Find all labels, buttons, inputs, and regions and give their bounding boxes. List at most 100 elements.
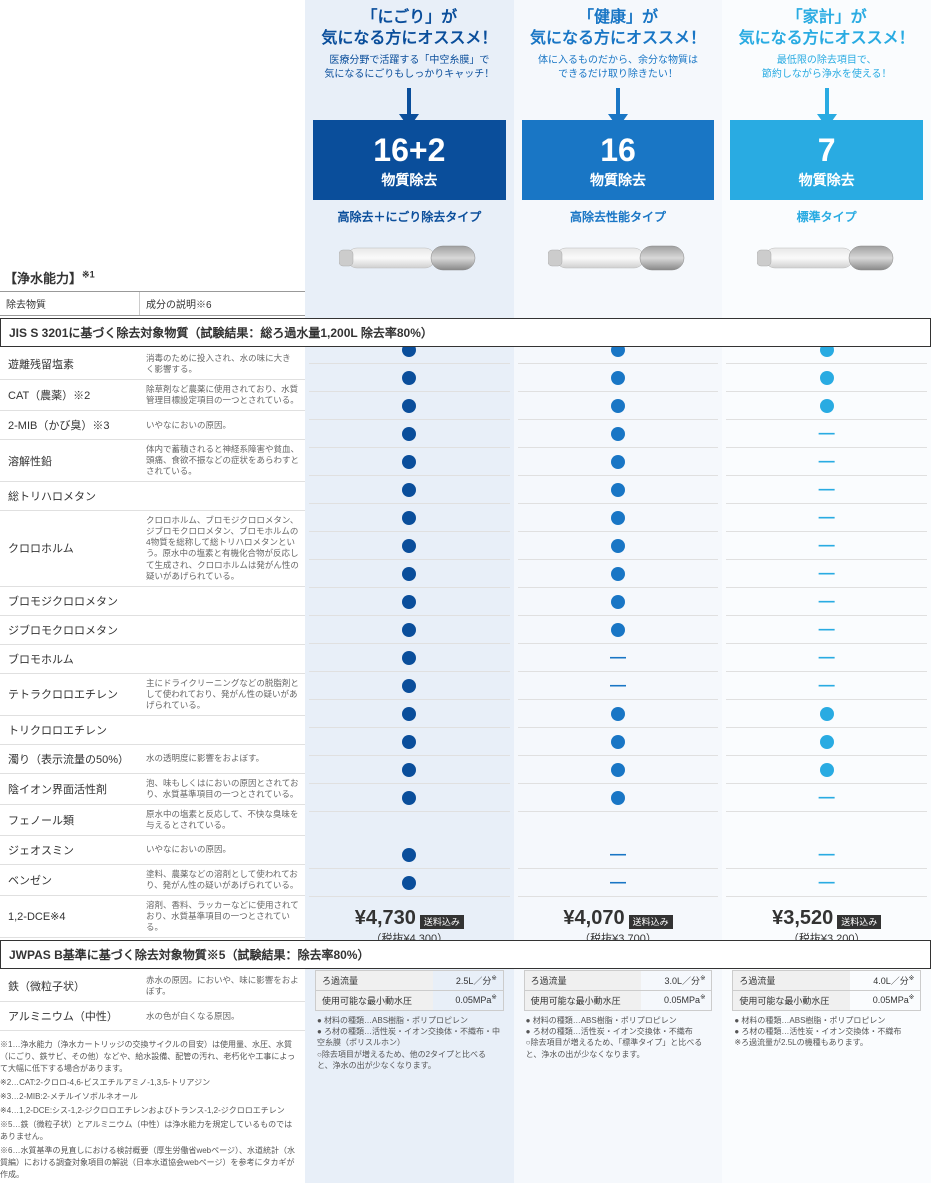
dot-icon xyxy=(402,595,416,609)
table-header: 除去物質 成分の説明※6 xyxy=(0,291,305,316)
dot-icon xyxy=(611,371,625,385)
substance-name: 濁り（表示流量の50%） xyxy=(0,745,140,773)
substance-description: 主にドライクリーニングなどの脱脂剤として使われており、発がん性の疑いがあげられて… xyxy=(140,674,305,715)
value-cell xyxy=(309,672,510,700)
dot-icon xyxy=(402,539,416,553)
value-cell xyxy=(309,364,510,392)
substance-row: クロロホルムクロロホルム、ブロモジクロロメタン、ジブロモクロロメタン、ブロモホル… xyxy=(0,511,305,586)
value-cell: — xyxy=(726,672,927,700)
substance-description xyxy=(140,482,305,510)
substance-name: テトラクロロエチレン xyxy=(0,674,140,715)
substance-row: ジブロモクロロメタン xyxy=(0,616,305,645)
spec-row: ろ過流量2.5L／分※ xyxy=(315,970,504,991)
footnote: ※6…水質基準の見直しにおける検討概要（厚生労働省webページ）、水道統計（水質… xyxy=(0,1145,299,1181)
dot-icon xyxy=(402,848,416,862)
rec-subtitle: 体に入るものだから、余分な物質はできるだけ取り除きたい！ xyxy=(518,54,719,82)
value-cell xyxy=(309,532,510,560)
substance-row: フェノール類原水中の塩素と反応して、不快な臭味を与えるとされている。 xyxy=(0,805,305,836)
column-rows: ————————————— xyxy=(726,307,927,897)
dash-icon: — xyxy=(819,565,835,583)
value-cell: — xyxy=(726,448,927,476)
substance-description: 水の透明度に影響をおよぼす。 xyxy=(140,745,305,773)
column-rows: ———— xyxy=(518,307,719,897)
substance-name: ベンゼン xyxy=(0,865,140,895)
substance-description: 溶剤、香料、ラッカーなどに使用されており、水質基準項目の一つとされている。 xyxy=(140,896,305,937)
recommendation-header: 「家計」が気になる方にオススメ！最低限の除去項目で、節約しながら浄水を使える！ xyxy=(726,0,927,120)
substance-row: アルミニウム（中性）水の色が白くなる原因。 xyxy=(0,1002,305,1031)
spec-notes: ● 材料の種類…ABS樹脂・ポリプロピレン● ろ材の種類…活性炭・イオン交換体・… xyxy=(309,1011,510,1075)
value-cell: — xyxy=(518,672,719,700)
substance-description: 泡、味もしくはにおいの原因とされており、水質基準項目の一つとされている。 xyxy=(140,774,305,804)
shipping-included-badge: 送料込み xyxy=(837,915,881,929)
dot-icon xyxy=(611,455,625,469)
substance-row: CAT（農薬）※2除草剤など農薬に使用されており、水質管理目標設定項目の一つとさ… xyxy=(0,380,305,411)
substance-name: ジブロモクロロメタン xyxy=(0,616,140,644)
substance-description: 体内で蓄積されると神経系障害や貧血、頭痛、食欲不振などの症状をあらわすとされてい… xyxy=(140,440,305,481)
product-column-3: 「家計」が気になる方にオススメ！最低限の除去項目で、節約しながら浄水を使える！7… xyxy=(722,0,931,1183)
dot-icon xyxy=(402,707,416,721)
dot-icon xyxy=(402,483,416,497)
value-cell xyxy=(518,532,719,560)
substance-badge: 16+2物質除去 xyxy=(313,120,506,200)
dot-icon xyxy=(611,399,625,413)
substance-description: 水の色が白くなる原因。 xyxy=(140,1002,305,1030)
spec-value: 3.0L／分※ xyxy=(641,971,711,990)
spec-label: ろ過流量 xyxy=(733,971,850,990)
dot-icon xyxy=(820,735,834,749)
spec-label: 使用可能な最小動水圧 xyxy=(525,991,642,1010)
dot-icon xyxy=(402,371,416,385)
value-cell xyxy=(309,756,510,784)
value-cell xyxy=(518,588,719,616)
value-cell xyxy=(309,644,510,672)
down-arrow-icon xyxy=(606,88,630,128)
dot-icon xyxy=(611,707,625,721)
dot-icon xyxy=(402,623,416,637)
value-cell xyxy=(309,784,510,812)
substance-name: 遊離残留塩素 xyxy=(0,349,140,379)
substance-row: ジェオスミンいやなにおいの原因。 xyxy=(0,836,305,865)
value-cell: — xyxy=(518,869,719,897)
footnotes: ※1…浄水能力（浄水カートリッジの交換サイクルの目安）は使用量、水圧、水質（にご… xyxy=(0,1031,305,1181)
rec-subtitle: 医療分野で活躍する「中空糸膜」で気になるにごりもしっかりキャッチ！ xyxy=(309,54,510,82)
dash-icon: — xyxy=(819,509,835,527)
substance-row: 鉄（微粒子状）赤水の原因。においや、味に影響をおよぼす。 xyxy=(0,971,305,1002)
dot-icon xyxy=(611,623,625,637)
substance-name: ブロモジクロロメタン xyxy=(0,587,140,615)
footnote: ※5…鉄（微粒子状）とアルミニウム（中性）は浄水能力を規定しているものではありま… xyxy=(0,1119,299,1143)
substance-row: テトラクロロエチレン主にドライクリーニングなどの脱脂剤として使われており、発がん… xyxy=(0,674,305,716)
value-cell: — xyxy=(726,532,927,560)
value-cell: — xyxy=(726,784,927,812)
spec-value: 2.5L／分※ xyxy=(433,971,503,990)
product-column-1: 「にごり」が気になる方にオススメ！医療分野で活躍する「中空糸膜」で気になるにごり… xyxy=(305,0,514,1183)
footnote: ※1…浄水能力（浄水カートリッジの交換サイクルの目安）は使用量、水圧、水質（にご… xyxy=(0,1039,299,1075)
value-cell xyxy=(726,756,927,784)
substance-row: ブロモジクロロメタン xyxy=(0,587,305,616)
substance-row: ベンゼン塗料、農薬などの溶剤として使われており、発がん性の疑いがあげられている。 xyxy=(0,865,305,896)
spec-label: 使用可能な最小動水圧 xyxy=(316,991,433,1010)
badge-label: 物質除去 xyxy=(522,170,715,190)
price: ¥3,520 xyxy=(772,907,833,930)
dot-icon xyxy=(402,651,416,665)
product-columns: 「にごり」が気になる方にオススメ！医療分野で活躍する「中空糸膜」で気になるにごり… xyxy=(305,0,931,1183)
substance-name: 鉄（微粒子状） xyxy=(0,971,140,1001)
rec-title: 「健康」が気になる方にオススメ！ xyxy=(518,8,719,50)
spec-row: ろ過流量3.0L／分※ xyxy=(524,970,713,991)
rec-title: 「家計」が気になる方にオススメ！ xyxy=(726,8,927,50)
substance-badge: 16物質除去 xyxy=(522,120,715,200)
dash-icon: — xyxy=(819,481,835,499)
dot-icon xyxy=(402,735,416,749)
dot-icon xyxy=(820,371,834,385)
dot-icon xyxy=(820,399,834,413)
cartridge-icon xyxy=(339,240,479,276)
cartridge-icon xyxy=(757,240,897,276)
dash-icon: — xyxy=(819,453,835,471)
substance-name: ブロモホルム xyxy=(0,645,140,673)
dot-icon xyxy=(402,427,416,441)
substance-description: クロロホルム、ブロモジクロロメタン、ジブロモクロロメタン、ブロモホルムの4物質を… xyxy=(140,511,305,585)
dash-icon: — xyxy=(610,874,626,892)
substance-row: トリクロロエチレン xyxy=(0,716,305,745)
substance-name: 溶解性鉛 xyxy=(0,440,140,481)
substance-row: 1,2-DCE※4溶剤、香料、ラッカーなどに使用されており、水質基準項目の一つと… xyxy=(0,896,305,938)
substance-row: 遊離残留塩素消毒のために投入され、水の味に大きく影響する。 xyxy=(0,349,305,380)
type-label: 標準タイプ xyxy=(726,200,927,231)
